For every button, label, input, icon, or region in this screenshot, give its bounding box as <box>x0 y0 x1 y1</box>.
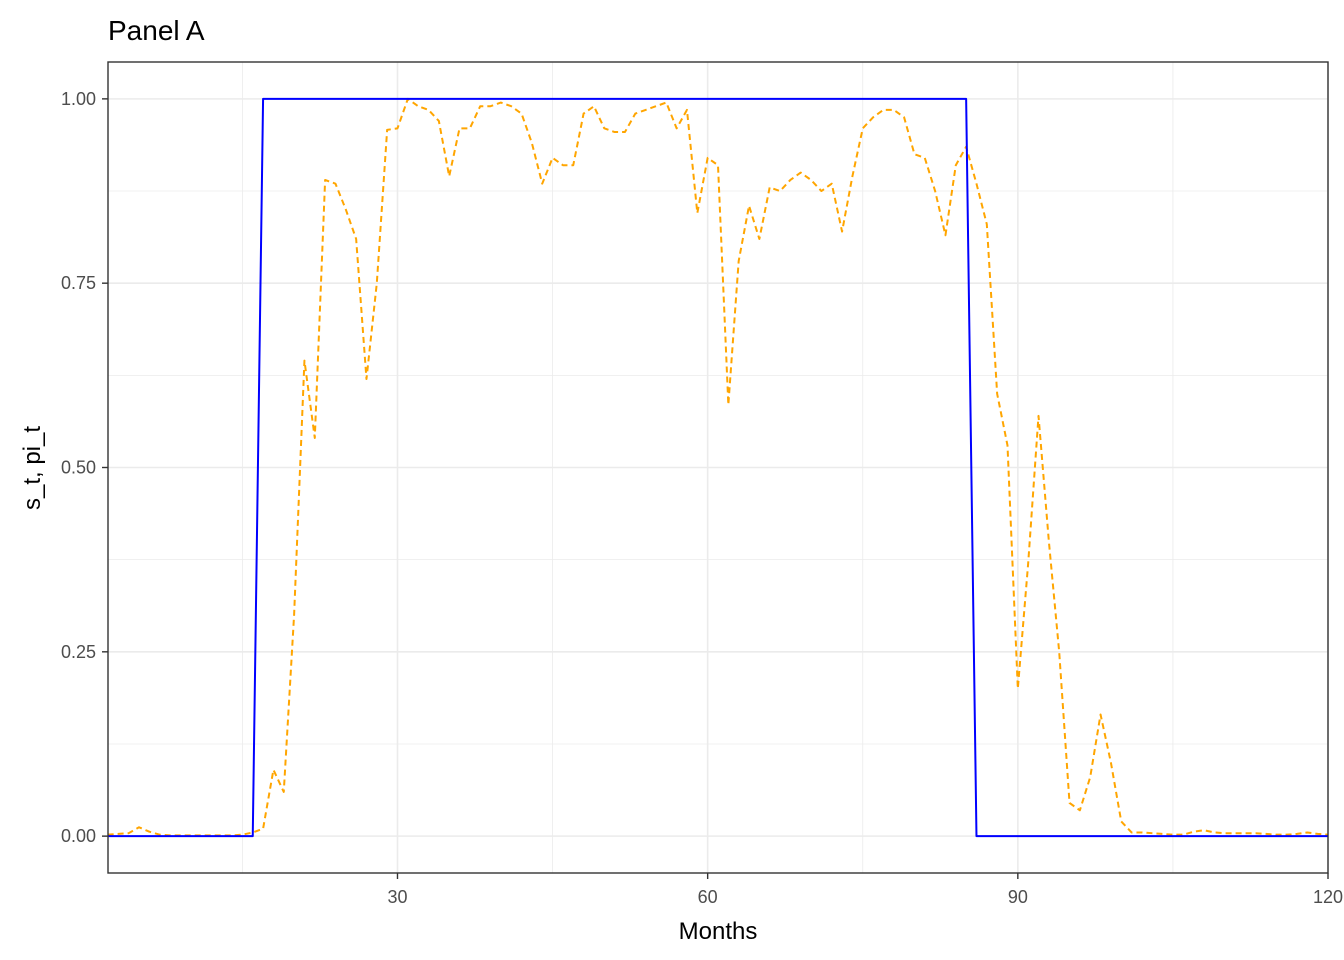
x-axis: 30 60 90 120 <box>387 873 1343 907</box>
y-tick-label: 1.00 <box>61 89 96 109</box>
x-axis-title: Months <box>679 918 758 945</box>
y-axis: 0.00 0.25 0.50 0.75 1.00 <box>61 89 108 846</box>
grid <box>108 62 1329 873</box>
series-line-dashed <box>108 97 1328 837</box>
chart-title: Panel A <box>108 15 205 46</box>
y-tick-label: 0.50 <box>61 458 96 478</box>
y-tick-label: 0.00 <box>61 826 96 846</box>
series-line-solid <box>108 97 1328 838</box>
series-layer <box>108 97 1328 838</box>
x-tick-label: 60 <box>698 887 718 907</box>
y-tick-label: 0.25 <box>61 642 96 662</box>
x-tick-label: 30 <box>387 887 407 907</box>
x-tick-label: 90 <box>1008 887 1028 907</box>
y-axis-title: s_t, pi_t <box>19 426 46 510</box>
x-tick-label: 120 <box>1313 887 1343 907</box>
y-tick-label: 0.75 <box>61 273 96 293</box>
